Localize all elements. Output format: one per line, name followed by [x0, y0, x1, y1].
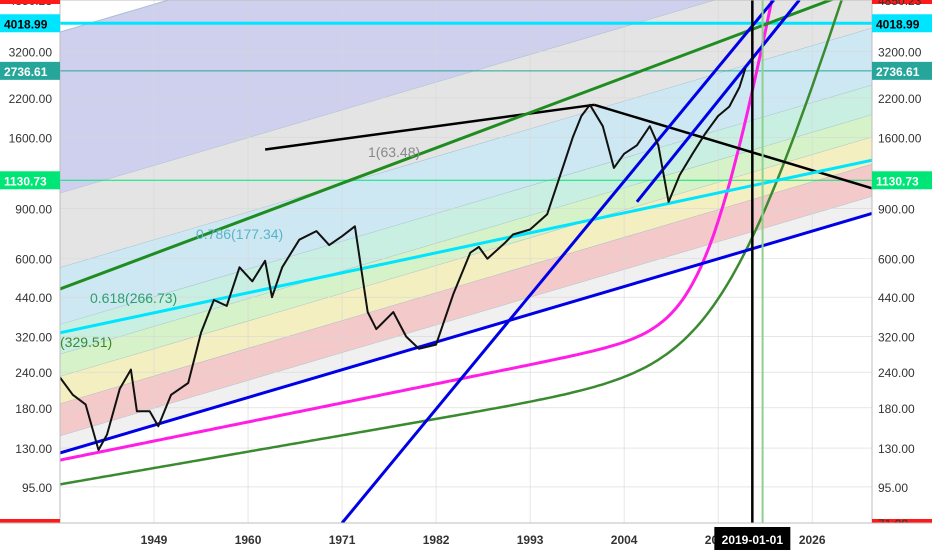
y-tick-label-left: 3200.00 [9, 45, 53, 59]
y-tick-label-right: 3200.00 [878, 45, 922, 59]
price-badge-label: 1130.73 [4, 174, 47, 188]
y-axis-right: 71.0095.00130.00180.00240.00320.00440.00… [872, 0, 932, 531]
y-tick-label-right: 900.00 [878, 203, 915, 217]
y-tick-label-right: 2200.00 [878, 92, 922, 106]
channel-band [60, 163, 872, 436]
fib-level-label: (329.51) [60, 334, 112, 350]
axis-edge-marker [872, 0, 932, 4]
price-badge [872, 171, 932, 190]
y-tick-label-right: 180.00 [878, 402, 915, 416]
price-badge-label: 2736.61 [876, 65, 920, 79]
x-tick-label: 1949 [141, 533, 168, 547]
fib-labels: 1(63.48) 0.786(177.34) 0.618(266.73) (329.5… [60, 144, 420, 350]
trend-line [60, 212, 872, 455]
channel-band [60, 84, 872, 354]
y-tick-label-left: 900.00 [15, 203, 52, 217]
y-tick-label-left: 180.00 [15, 402, 52, 416]
price-line [60, 67, 747, 451]
y-tick-label-left: 440.00 [15, 291, 52, 305]
fib-bands [60, 0, 872, 453]
axis-edge-marker [0, 519, 60, 523]
fib-level-label: 0.786(177.34) [196, 226, 283, 242]
y-tick-label-right: 440.00 [878, 291, 915, 305]
y-tick-label-left: 130.00 [15, 442, 52, 456]
y-tick-label-right: 600.00 [878, 253, 915, 267]
y-tick-label-right: 130.00 [878, 442, 915, 456]
x-tick-label: 2026 [799, 533, 826, 547]
x-tick-label: 2004 [611, 533, 638, 547]
green-arc [60, 0, 843, 486]
fib-level-label: 1(63.48) [368, 144, 420, 160]
y-tick-label-left: 240.00 [15, 366, 52, 380]
y-tick-label-right: 240.00 [878, 366, 915, 380]
y-tick-label-left: 1600.00 [9, 131, 53, 145]
price-series [60, 67, 747, 451]
price-badge [0, 14, 60, 33]
price-badge-label: 1130.73 [876, 174, 919, 188]
y-tick-label-left: 320.00 [15, 331, 52, 345]
x-tick-label: 1993 [517, 533, 544, 547]
price-badge [872, 14, 932, 33]
trend-line [60, 0, 835, 291]
y-tick-label-right: 320.00 [878, 331, 915, 345]
axis-edge-marker [0, 0, 60, 4]
trend-line [60, 158, 872, 335]
y-tick-label-right: 4850.23 [878, 0, 922, 8]
axis-edge-marker [872, 519, 932, 523]
pink-arc [60, 0, 774, 462]
y-tick-label-left: 2200.00 [9, 92, 53, 106]
price-badge-label: 4018.99 [4, 17, 48, 31]
grid-lines [60, 0, 872, 524]
y-axis-left: 71.0095.00130.00180.00240.00320.00440.00… [0, 0, 932, 531]
y-tick-label-left: 95.00 [22, 481, 52, 495]
channel-band [60, 0, 715, 193]
trend-line [593, 103, 872, 190]
date-badge [714, 527, 791, 550]
trend-line [264, 103, 595, 151]
channel-band [60, 27, 872, 325]
price-badge [0, 171, 60, 190]
trend-line [635, 0, 801, 203]
channel-band [60, 196, 872, 453]
price-badge-label: 4018.99 [876, 17, 920, 31]
y-tick-label-right: 1600.00 [878, 131, 922, 145]
price-badge [872, 61, 932, 80]
y-tick-label-right: 95.00 [878, 481, 908, 495]
y-tick-label-left: 600.00 [15, 253, 52, 267]
x-axis: 194919601971198219932004201520262019-01-… [0, 522, 932, 550]
price-badge [0, 61, 60, 80]
trend-lines [60, 0, 872, 523]
fib-level-label: 0.618(266.73) [90, 290, 177, 306]
x-tick-label: 1960 [235, 533, 262, 547]
trend-line [340, 0, 775, 523]
channel-band [60, 0, 872, 268]
price-badge-label: 2736.61 [4, 65, 48, 79]
date-badge-label: 2019-01-01 [722, 533, 784, 547]
x-tick-label: 1982 [423, 533, 450, 547]
x-tick-label: 1971 [329, 533, 356, 547]
